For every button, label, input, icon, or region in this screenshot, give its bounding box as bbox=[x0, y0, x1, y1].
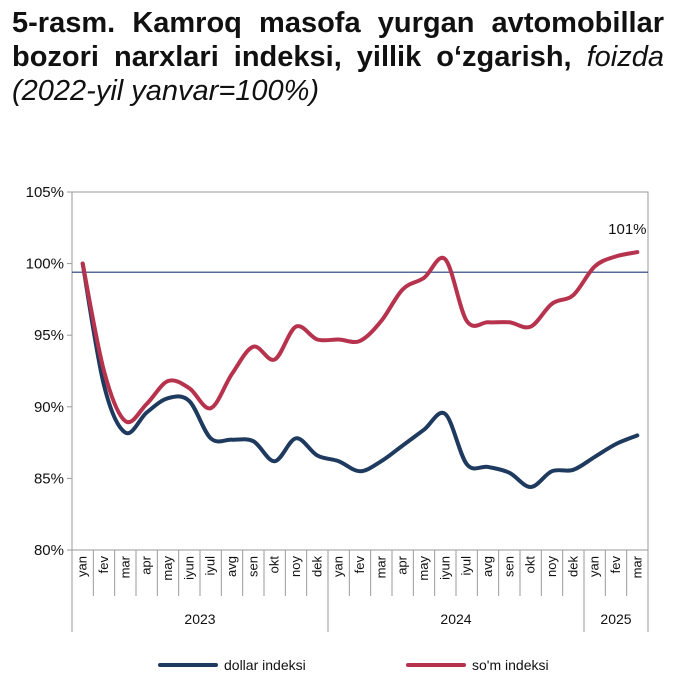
x-tick-label: iyul bbox=[203, 556, 218, 576]
x-tick-label: yan bbox=[75, 556, 90, 577]
y-tick-label: 105% bbox=[26, 184, 64, 201]
legend-label: so'm indeksi bbox=[472, 657, 549, 673]
annotations: 101% bbox=[608, 221, 646, 238]
x-tick-label: fev bbox=[352, 556, 367, 574]
x-tick-label: iyul bbox=[459, 556, 474, 576]
year-label: 2025 bbox=[600, 611, 631, 627]
y-tick-label: 100% bbox=[26, 256, 64, 273]
x-tick-label: dek bbox=[309, 556, 324, 577]
x-tick-label: sen bbox=[245, 556, 260, 577]
x-tick-label: iyun bbox=[181, 556, 196, 580]
x-axis: yan fev mar apr may iyun iyul avg sen okt noy dek ya… bbox=[71, 550, 649, 632]
x-tick-label: dek bbox=[565, 556, 580, 577]
y-tick-label: 90% bbox=[34, 399, 64, 416]
year-label: 2023 bbox=[184, 611, 215, 627]
legend: dollar indeksi so'm indeksi bbox=[158, 657, 549, 673]
x-tick-label: sen bbox=[501, 556, 516, 577]
x-tick-label: avg bbox=[224, 556, 239, 577]
series-line-som bbox=[80, 250, 640, 425]
x-tick-label: avg bbox=[480, 556, 495, 577]
chart-title: 5-rasm. Kamroq masofa yurgan avtomobilla… bbox=[12, 6, 664, 108]
x-tick-label: apr bbox=[139, 555, 154, 574]
series-line-dollar bbox=[80, 261, 640, 489]
x-tick-label: iyun bbox=[437, 556, 452, 580]
x-tick-label: fev bbox=[96, 556, 111, 574]
x-tick-label: mar bbox=[117, 555, 132, 578]
x-tick-label: yan bbox=[587, 556, 602, 577]
x-tick-label: fev bbox=[608, 556, 623, 574]
x-tick-label: apr bbox=[395, 555, 410, 574]
chart-title-unit: foizda (2022-yil yanvar=100%) bbox=[12, 41, 665, 107]
chart-title-main: 5-rasm. Kamroq masofa yurgan avtomobilla… bbox=[12, 7, 664, 73]
y-tick-label: 80% bbox=[34, 542, 64, 559]
y-tick-label: 85% bbox=[34, 470, 64, 487]
x-tick-label: noy bbox=[544, 556, 559, 577]
x-tick-label: may bbox=[416, 556, 431, 581]
x-tick-label: noy bbox=[288, 556, 303, 577]
data-label: 101% bbox=[608, 221, 646, 238]
legend-label: dollar indeksi bbox=[224, 657, 306, 673]
year-label: 2024 bbox=[440, 611, 471, 627]
plot-area-border bbox=[71, 191, 649, 551]
x-tick-label: yan bbox=[331, 556, 346, 577]
series-lines bbox=[80, 250, 640, 489]
x-tick-label: mar bbox=[373, 555, 388, 578]
x-tick-label: okt bbox=[523, 556, 538, 574]
y-tick-label: 95% bbox=[34, 327, 64, 344]
x-tick-label: okt bbox=[267, 556, 282, 574]
x-tick-label: mar bbox=[629, 555, 644, 578]
y-axis: 80% 85% 90% 95% 100% 105% bbox=[26, 184, 72, 559]
x-tick-label: may bbox=[160, 556, 175, 581]
plot-frame bbox=[71, 191, 649, 551]
